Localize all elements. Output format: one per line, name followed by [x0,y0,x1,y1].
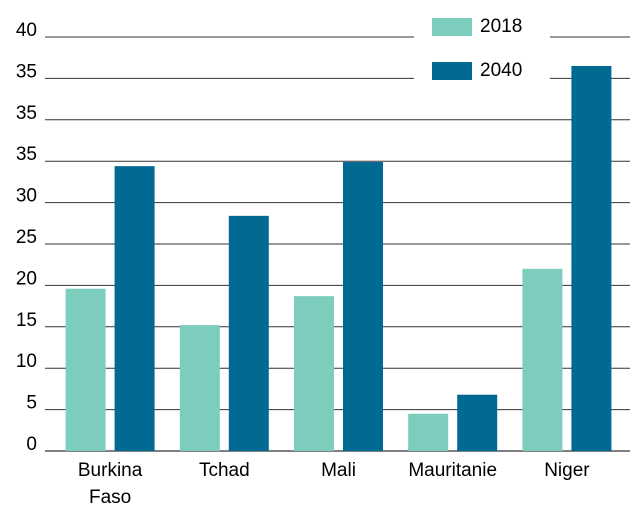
x-tick-label: Burkina Faso [78,460,143,508]
bar [179,325,220,451]
legend-label: 2040 [480,60,522,81]
x-tick-label: Tchad [199,460,250,481]
x-tick-label: Mauritanie [408,460,497,481]
bar [294,296,334,451]
bar [65,288,106,451]
x-tick-label: Niger [544,460,590,481]
bar [114,166,155,451]
bar [408,413,449,451]
bar [457,394,498,451]
y-tick-label: 0 [26,434,37,455]
y-tick-label: 20 [16,268,37,289]
legend-swatch [432,18,472,36]
y-tick-label: 5 [26,393,37,414]
bar [228,215,269,451]
y-tick-label: 25 [16,227,37,248]
y-tick-label: 15 [16,310,37,331]
y-tick-label: 35 [16,144,37,165]
y-tick-label: 30 [16,186,37,207]
bar [522,268,563,451]
legend-label: 2018 [480,16,522,37]
x-tick-label: Mali [321,460,356,481]
y-tick-label: 35 [16,103,37,124]
y-tick-label: 40 [16,20,37,41]
legend-swatch [432,62,472,80]
bar [571,65,612,451]
bar [343,162,383,451]
y-tick-label: 10 [16,351,37,372]
y-tick-label: 35 [16,61,37,82]
